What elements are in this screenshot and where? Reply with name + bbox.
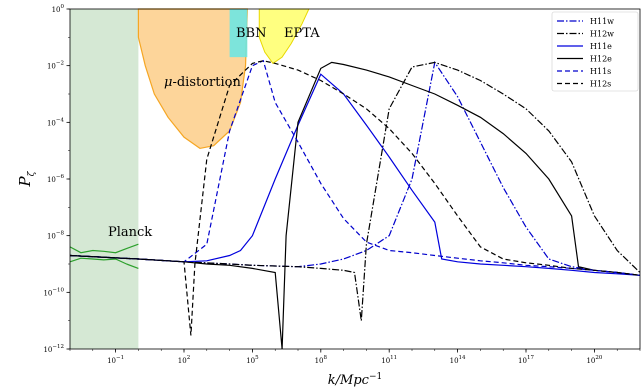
mu-distortion-label: μ-distortion bbox=[164, 75, 241, 90]
y-tick-label: 10−10 bbox=[43, 287, 64, 297]
legend-label-h11e: H11e bbox=[590, 42, 612, 51]
series-line-h11s bbox=[70, 59, 640, 276]
y-tick-label: 10−2 bbox=[47, 61, 64, 71]
region-labels: Planck μ-distortion BBN EPTA bbox=[108, 26, 320, 240]
x-tick-label: 105 bbox=[246, 355, 259, 365]
x-tick-label: 1011 bbox=[381, 355, 397, 365]
y-tick-label: 100 bbox=[52, 4, 65, 14]
exclusion-regions bbox=[69, 8, 310, 349]
x-tick-label: 1014 bbox=[450, 355, 466, 365]
planck-data-upper bbox=[69, 243, 139, 254]
x-tick-label: 108 bbox=[315, 355, 328, 365]
series-line-h12s bbox=[70, 60, 640, 336]
bbn-region bbox=[229, 9, 248, 58]
x-tick-label: 10−1 bbox=[107, 355, 124, 365]
planck-data-lower bbox=[69, 257, 139, 269]
series-line-h11e bbox=[70, 73, 640, 276]
legend-label-h11s: H11s bbox=[590, 67, 611, 76]
epta-label: EPTA bbox=[284, 26, 320, 41]
legend-label-h12s: H12s bbox=[590, 80, 611, 89]
axis-labels: k/Mpc−1 Pζ bbox=[16, 170, 382, 388]
bbn-label: BBN bbox=[236, 26, 266, 41]
y-tick-label: 10−4 bbox=[47, 117, 65, 127]
y-tick-label: 10−8 bbox=[47, 231, 65, 241]
legend-label-h12e: H12e bbox=[590, 55, 612, 64]
y-axis-label: Pζ bbox=[16, 170, 37, 187]
planck-label: Planck bbox=[108, 225, 152, 240]
x-tick-label: 1017 bbox=[518, 355, 534, 365]
mu-distortion-region bbox=[137, 8, 248, 150]
epta-region bbox=[258, 8, 310, 65]
x-tick-label: 102 bbox=[178, 355, 190, 365]
x-axis-label: k/Mpc−1 bbox=[328, 372, 382, 388]
legend-label-h12w: H12w bbox=[590, 30, 614, 39]
x-tick-label: 1020 bbox=[586, 355, 602, 365]
legend: H11w H12w H11e H12e H11s H12s bbox=[551, 11, 639, 92]
y-tick-label: 10−6 bbox=[47, 174, 65, 184]
series-line-h11w bbox=[70, 60, 640, 276]
y-tick-label: 10−12 bbox=[43, 344, 64, 354]
legend-label-h11w: H11w bbox=[590, 17, 614, 26]
series-line-h12w bbox=[70, 61, 640, 321]
series-lines bbox=[70, 59, 640, 349]
series-line-h12e bbox=[70, 61, 640, 349]
axes: 10−1 102 105 108 1011 1014 1017 1020 100 10−2 10−4… bbox=[43, 4, 641, 365]
planck-region bbox=[70, 9, 139, 349]
